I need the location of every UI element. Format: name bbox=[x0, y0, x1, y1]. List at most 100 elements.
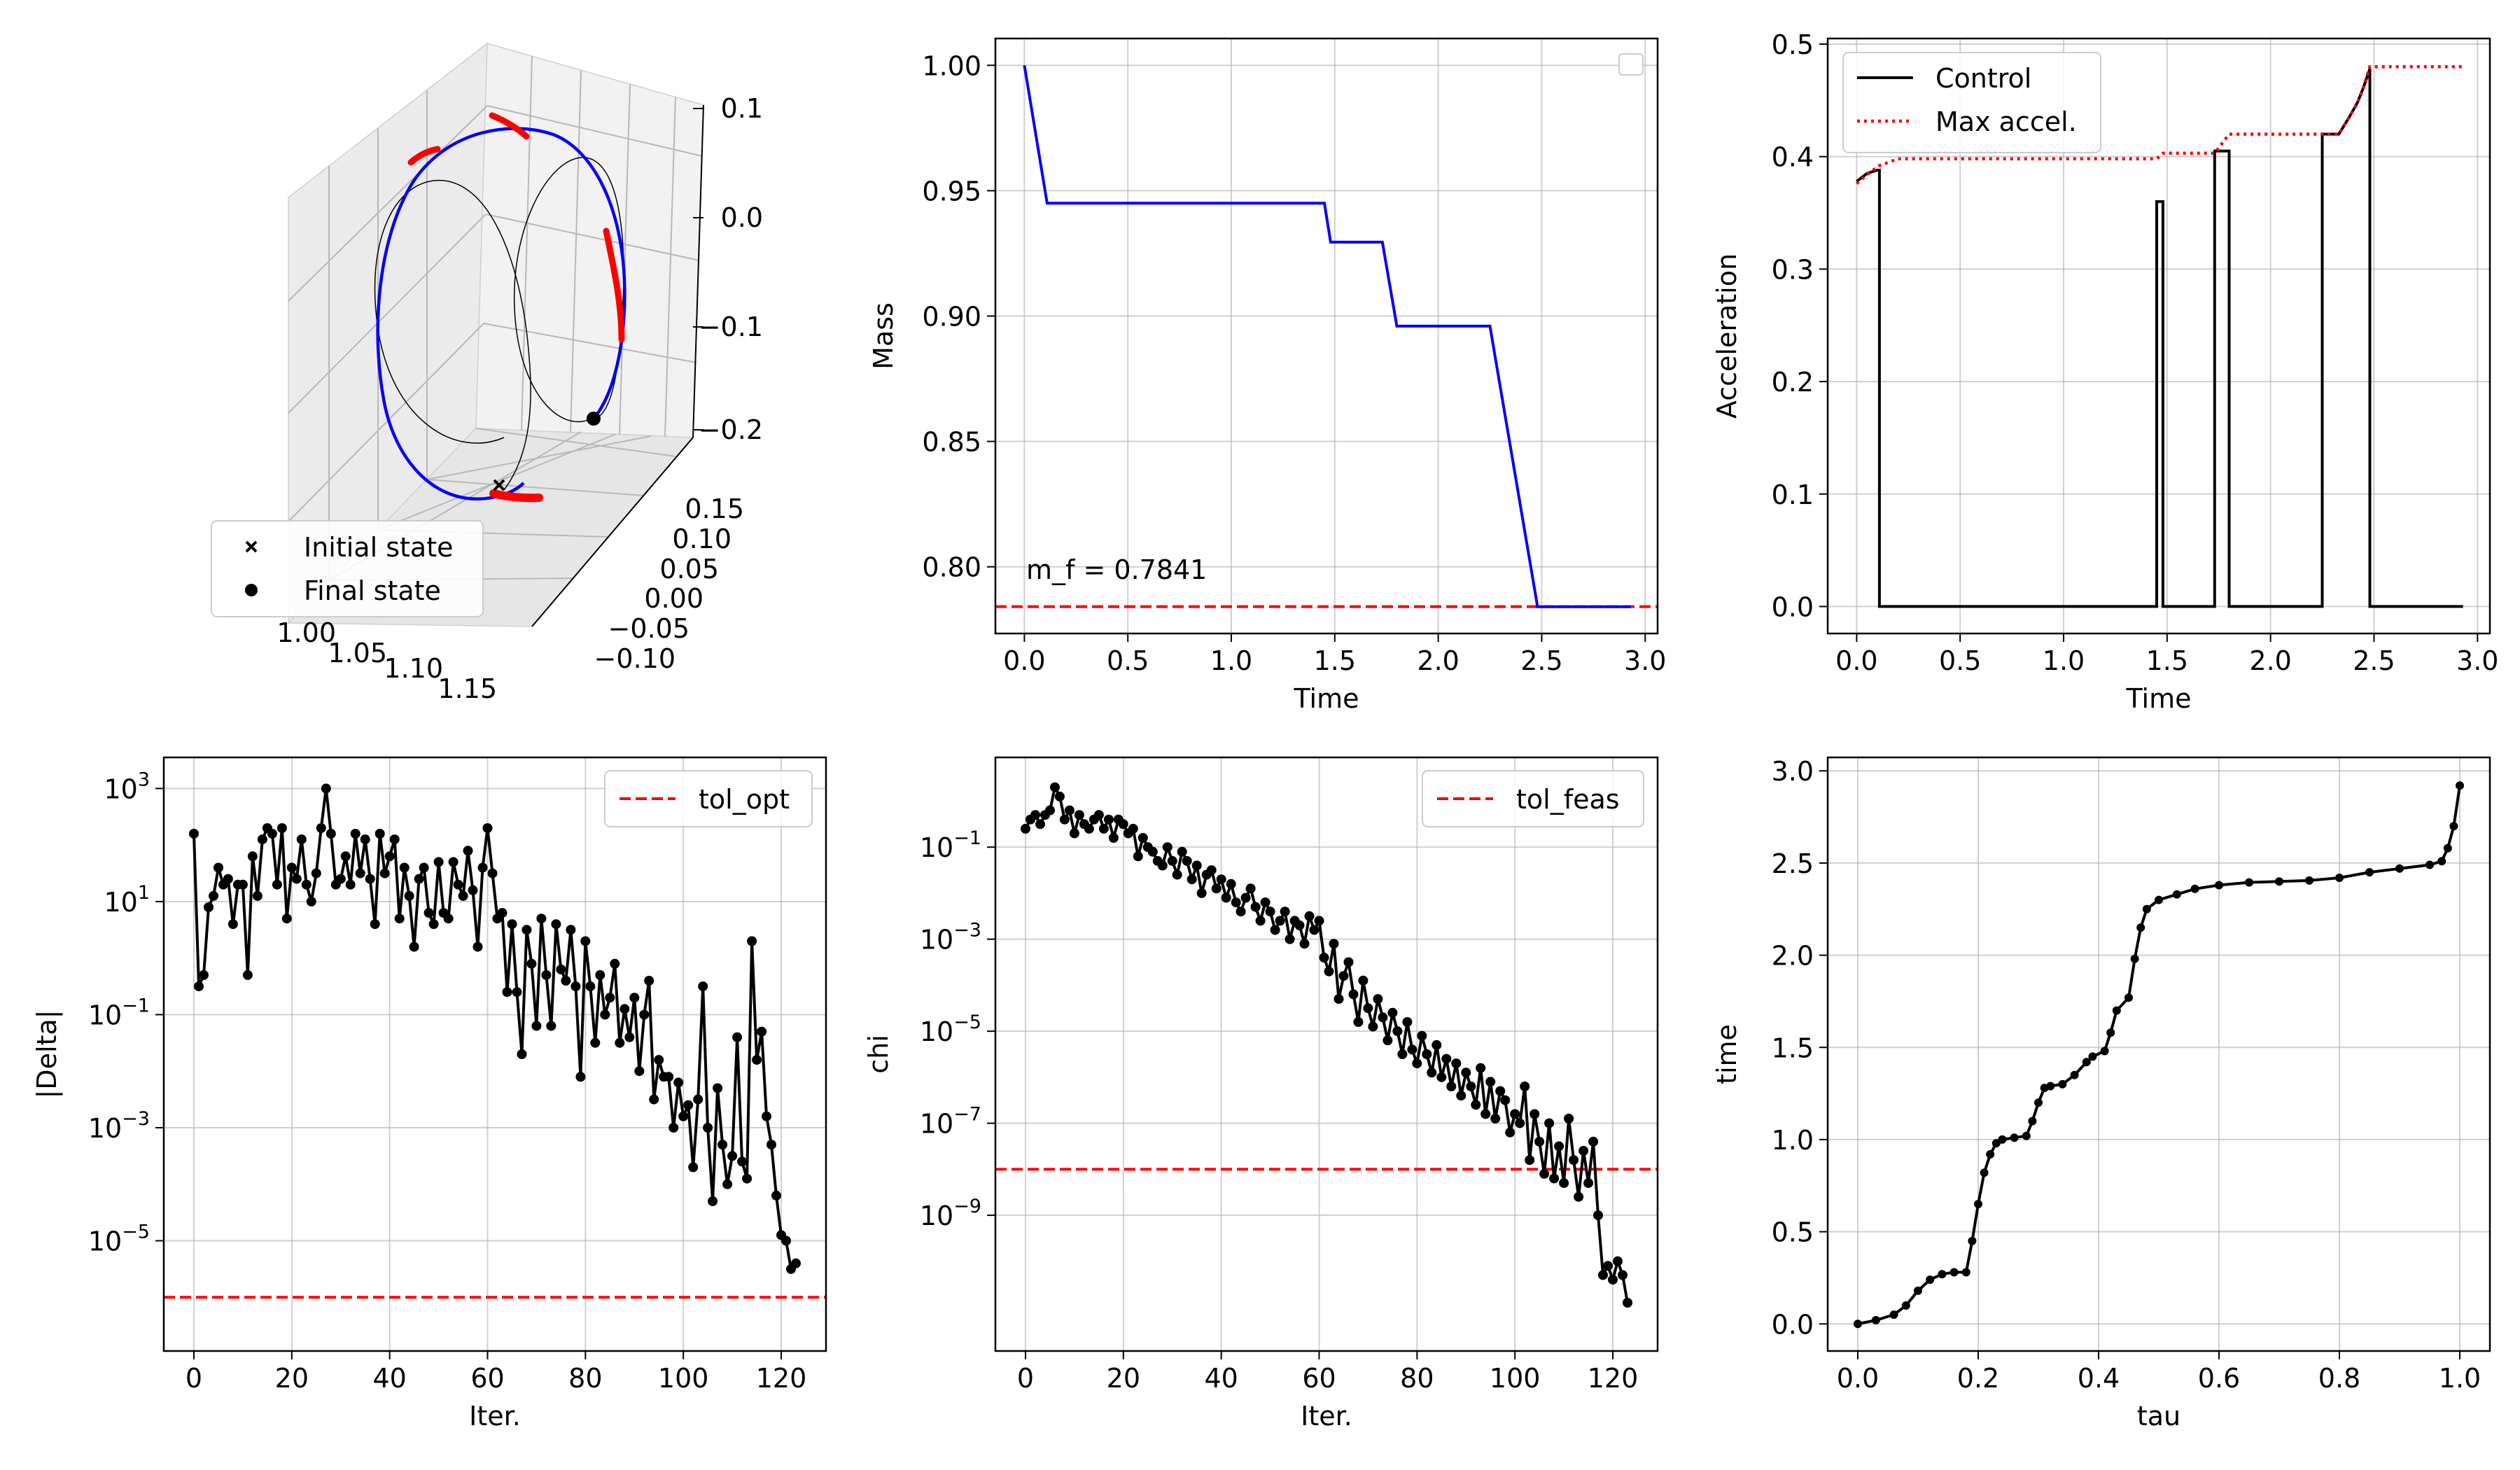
x-tick-label: 40 bbox=[1204, 1363, 1238, 1394]
data-point bbox=[517, 1049, 527, 1059]
data-point bbox=[575, 1072, 586, 1082]
plot-area bbox=[995, 782, 1658, 1308]
initial-state-marker bbox=[493, 479, 505, 491]
data-point bbox=[1334, 994, 1344, 1004]
y-tick-base: 10 bbox=[920, 1016, 953, 1047]
y-tick-base: 10 bbox=[104, 887, 137, 918]
legend-box bbox=[604, 770, 813, 827]
x-tick-label: 1.0 bbox=[1210, 645, 1252, 676]
data-point bbox=[355, 868, 365, 878]
data-point bbox=[428, 919, 439, 930]
data-point bbox=[1949, 1268, 1959, 1277]
gridline bbox=[664, 97, 676, 438]
y-tick-label: 2.0 bbox=[1772, 941, 1814, 972]
data-point bbox=[340, 851, 351, 862]
data-point bbox=[1392, 1026, 1403, 1037]
y-tick-label: 0.0 bbox=[1772, 592, 1814, 622]
data-point bbox=[1549, 1173, 1560, 1184]
data-point bbox=[286, 862, 297, 873]
x-tick-label: 80 bbox=[1400, 1363, 1434, 1394]
data-point bbox=[472, 941, 483, 952]
data-point bbox=[634, 1066, 645, 1077]
y-tick-label: 1.5 bbox=[1772, 1032, 1814, 1063]
data-point bbox=[683, 1100, 694, 1110]
data-point bbox=[335, 874, 346, 884]
data-point bbox=[1054, 791, 1065, 802]
data-point bbox=[1284, 934, 1295, 944]
axes-frame bbox=[994, 37, 1659, 635]
legend: tol_opt bbox=[604, 770, 813, 827]
y-tick-label: 1.00 bbox=[922, 50, 981, 81]
data-point bbox=[771, 1190, 781, 1200]
x-axis-label: tau bbox=[2137, 1401, 2180, 1432]
data-point bbox=[316, 823, 326, 833]
gridline bbox=[570, 69, 582, 433]
data-point bbox=[1505, 1127, 1516, 1138]
data-point bbox=[1938, 1270, 1947, 1279]
data-point bbox=[1471, 1100, 1481, 1110]
data-point bbox=[1397, 1049, 1408, 1059]
legend-x-marker bbox=[245, 540, 258, 553]
data-point bbox=[698, 981, 708, 992]
data-point bbox=[1172, 869, 1182, 880]
data-point bbox=[762, 1111, 771, 1121]
z-axis-line bbox=[692, 104, 704, 438]
y-tick-exponent: 1 bbox=[138, 882, 150, 904]
data-point bbox=[1446, 1082, 1457, 1091]
y-tick-base: 10 bbox=[88, 1000, 122, 1030]
gridline bbox=[288, 214, 486, 414]
data-point bbox=[1986, 1150, 1995, 1158]
data-point bbox=[399, 862, 410, 873]
data-point bbox=[311, 868, 321, 878]
data-point bbox=[374, 829, 385, 839]
data-point bbox=[727, 1151, 738, 1161]
data-point bbox=[620, 1004, 630, 1014]
data-point bbox=[1476, 1063, 1486, 1073]
data-point bbox=[664, 1072, 674, 1082]
data-point bbox=[1035, 819, 1045, 830]
data-point bbox=[2215, 881, 2223, 890]
data-point bbox=[1206, 865, 1217, 876]
data-point bbox=[276, 823, 287, 833]
z-tick-label: 0.1 bbox=[721, 93, 763, 124]
series-line bbox=[1024, 783, 1629, 1303]
data-point bbox=[1889, 1310, 1898, 1320]
data-point bbox=[536, 913, 547, 924]
data-point bbox=[732, 1032, 743, 1042]
data-point bbox=[1980, 1168, 1989, 1177]
data-point bbox=[2426, 860, 2434, 869]
data-point bbox=[1613, 1256, 1623, 1266]
data-point bbox=[566, 925, 576, 935]
data-point bbox=[1901, 1301, 1910, 1310]
y-tick-label: 10−7 bbox=[920, 1104, 981, 1140]
data-point bbox=[2449, 822, 2458, 831]
gridline bbox=[288, 105, 488, 302]
data-point bbox=[2130, 954, 2139, 963]
data-point bbox=[737, 1156, 748, 1167]
data-point bbox=[1138, 833, 1148, 843]
data-point bbox=[2142, 904, 2151, 913]
y-tick-label: 0.80 bbox=[922, 552, 981, 583]
data-point bbox=[1231, 897, 1241, 908]
data-point bbox=[1338, 971, 1349, 981]
data-point bbox=[1260, 897, 1270, 908]
x-tick-label: 1.15 bbox=[438, 673, 497, 704]
x-tick-label: 100 bbox=[658, 1363, 709, 1394]
data-point bbox=[678, 1111, 689, 1121]
data-point bbox=[296, 834, 307, 845]
data-point bbox=[1480, 1109, 1491, 1119]
series-line bbox=[1855, 64, 2463, 185]
data-point bbox=[668, 1123, 679, 1133]
data-point bbox=[2082, 1058, 2091, 1067]
data-point bbox=[477, 862, 488, 873]
x-tick-label: 0 bbox=[1017, 1363, 1034, 1394]
data-point bbox=[214, 862, 223, 873]
plot-area bbox=[995, 64, 1658, 608]
data-point bbox=[2034, 1098, 2043, 1107]
x-axis-label: Iter. bbox=[469, 1401, 521, 1432]
x-tick-label: 1.00 bbox=[276, 617, 336, 648]
data-point bbox=[1871, 1316, 1880, 1324]
x-tick-label: 2.5 bbox=[1520, 645, 1562, 676]
data-point bbox=[237, 879, 248, 890]
data-point bbox=[673, 1077, 684, 1088]
